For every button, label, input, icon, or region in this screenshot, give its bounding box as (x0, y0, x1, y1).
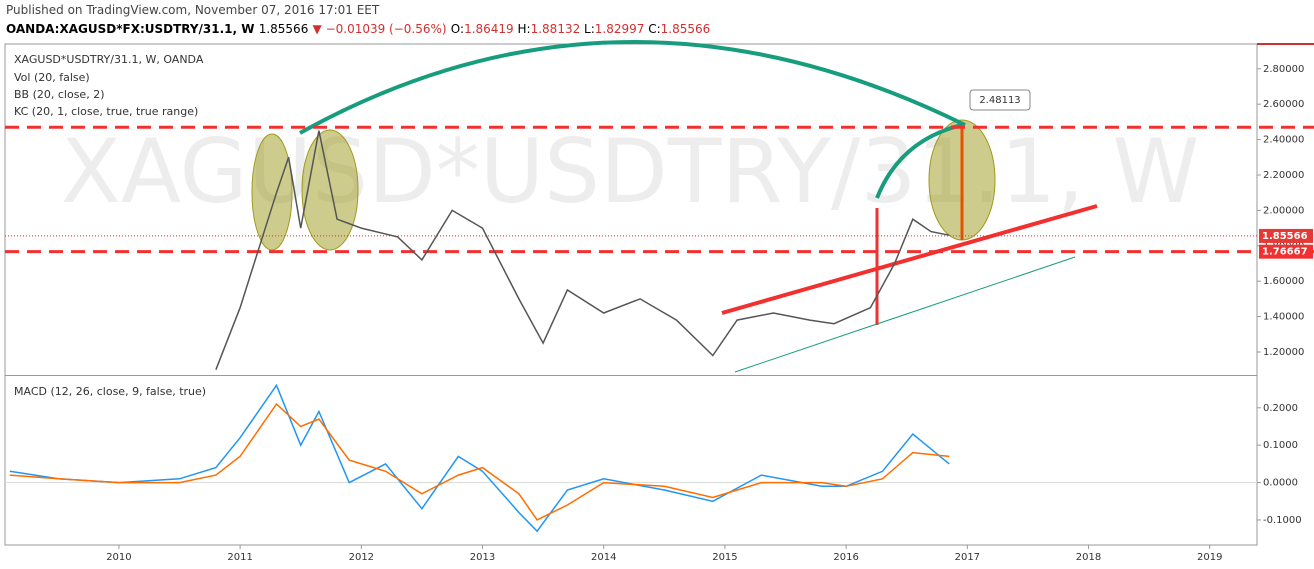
o: 1.86419 (464, 22, 514, 36)
symbol-line: OANDA:XAGUSD*FX:USDTRY/31.1, W 1.85566 ▼… (6, 22, 711, 36)
x-tick-label: 2013 (470, 552, 495, 563)
l-label: L: (584, 22, 595, 36)
level-tag (1259, 244, 1313, 259)
arc-small (875, 123, 963, 199)
x-tick-label: 2010 (106, 552, 131, 563)
frame (4, 43, 1258, 546)
x-tick-label: 2014 (591, 552, 616, 563)
annotation-box (969, 89, 1031, 111)
y-tick-label: 2.80000 (1263, 64, 1304, 75)
support-line (734, 256, 1076, 373)
drawings (299, 39, 1098, 373)
y-tick-label: 2.20000 (1263, 170, 1304, 181)
l: 1.82997 (594, 22, 645, 36)
c: 1.85566 (660, 22, 711, 36)
h-label: H: (517, 22, 531, 36)
trend-line (721, 204, 1098, 315)
indicator: KC (20, 1, close, true, true range) (14, 105, 198, 118)
o-label: O: (450, 22, 465, 36)
y-tick-label: -0.1000 (1263, 515, 1302, 526)
y-tick-label: 1.20000 (1263, 347, 1304, 358)
y-tick-label: 1.60000 (1263, 276, 1304, 287)
last-price-label: 1.85566 (1262, 231, 1308, 242)
published: Published on TradingView.com, November 0… (6, 3, 380, 17)
pane-title: MACD (12, 26, close, 9, false, true) (14, 385, 206, 398)
x-tick-label: 2019 (1197, 552, 1222, 563)
x-tick-label: 2015 (712, 552, 737, 563)
c-label: C: (648, 22, 661, 36)
y-tick-label: 0.0000 (1263, 478, 1298, 489)
x-tick-label: 2011 (227, 552, 252, 563)
h: 1.88132 (530, 22, 581, 36)
arc (299, 39, 966, 135)
x-tick-label: 2012 (349, 552, 374, 563)
x-tick-label: 2016 (833, 552, 858, 563)
y-tick-label: 2.40000 (1263, 135, 1304, 146)
series-line (9, 402, 950, 521)
header: Published on TradingView.com, November 0… (0, 0, 1314, 44)
ellipse (251, 133, 293, 251)
series-line (9, 383, 950, 533)
y-tick-label: 2.00000 (1263, 205, 1304, 216)
indicator: Vol (20, false) (14, 71, 90, 84)
x-tick-label: 2017 (955, 552, 980, 563)
ellipse (301, 129, 359, 251)
watermark: XAGUSD*USDTRY/31.1, W (61, 120, 1200, 223)
y-tick-label: 0.1000 (1263, 440, 1298, 451)
symbol: OANDA:XAGUSD*FX:USDTRY/31.1, W (6, 22, 255, 36)
pane-title: XAGUSD*USDTRY/31.1, W, OANDA (14, 53, 204, 66)
indicator: BB (20, close, 2) (14, 88, 105, 101)
series-line (215, 130, 950, 370)
annotation: 2.48113 (979, 95, 1020, 106)
y-tick-label: 2.60000 (1263, 99, 1304, 110)
level-tag-label: 1.76667 (1262, 247, 1308, 258)
y-tick-label: 0.2000 (1263, 403, 1298, 414)
x-tick-label: 2018 (1076, 552, 1101, 563)
last-price-tag (1259, 228, 1313, 243)
price: 1.85566 (258, 22, 309, 36)
y-tick-label: 1.40000 (1263, 312, 1304, 323)
change: −0.01039 (−0.56%) (325, 22, 447, 36)
